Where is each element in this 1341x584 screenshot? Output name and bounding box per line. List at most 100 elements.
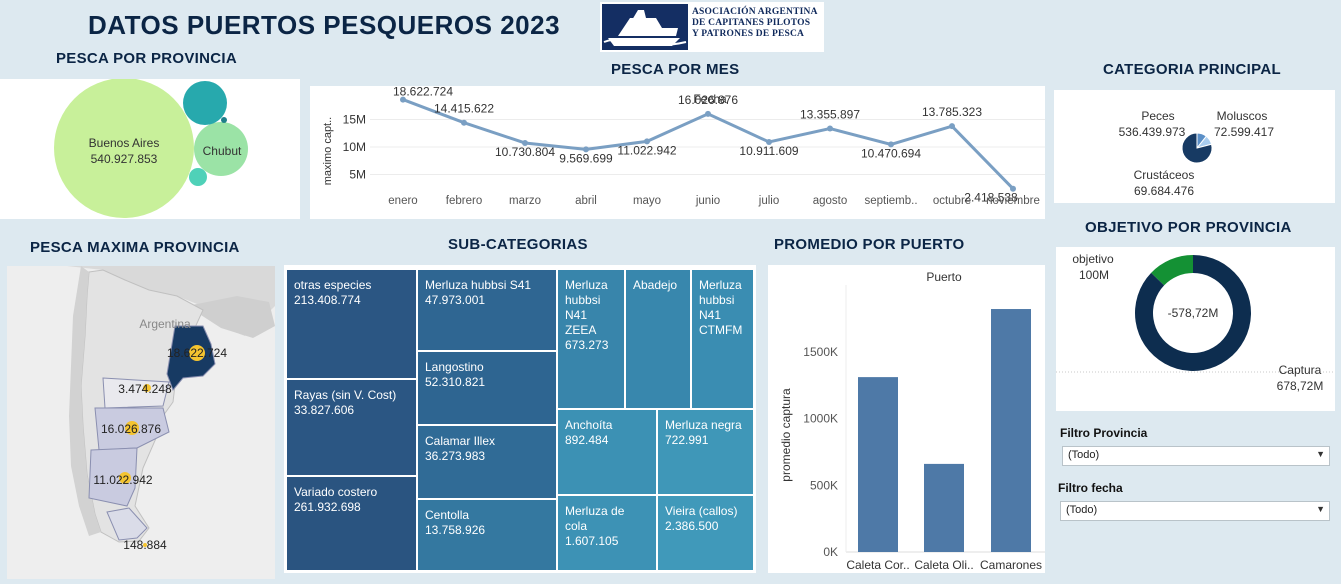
treemap-cell-value: 47.973.001 [425,293,486,307]
treemap-cell[interactable]: Merluza hubbsi N41 CTMFM [691,269,754,409]
line-point[interactable] [949,123,955,130]
line-data-label: 13.785.323 [922,105,982,119]
treemap-cell-value: 2.386.500 [665,519,719,533]
treemap-cell[interactable]: Merluza negra 722.991 [657,409,754,495]
map-province-santa-cruz[interactable] [88,447,138,507]
bar[interactable] [858,377,898,552]
bubble-chubut[interactable] [194,122,248,176]
bar-y-tick: 1000K [803,412,838,426]
map-label-2: 3.474.248 [118,382,172,396]
treemap-cell-name: Merluza hubbsi N41 ZEEA [565,278,608,337]
treemap-cell-name: Merluza hubbsi N41 CTMFM [699,278,743,337]
bubble-buenos-aires[interactable] [54,78,194,218]
chevron-down-icon: ▼ [1316,504,1325,514]
subcat-treemap: otras especies 213.408.774 Rayas (sin V. C… [284,265,756,573]
line-point[interactable] [827,125,833,132]
line-data-label: 14.415.622 [434,102,494,116]
treemap-cell[interactable]: Centolla 13.758.926 [417,499,557,571]
treemap-cell[interactable]: Merluza hubbsi S41 47.973.001 [417,269,557,351]
donut-slice-captura[interactable] [1135,255,1251,371]
line-point[interactable] [705,110,711,117]
chevron-down-icon: ▼ [1316,449,1325,459]
captura-value: 678,72M [1277,379,1324,393]
logo-text: ASOCIACIÓN ARGENTINA DE CAPITANES PILOTO… [692,7,818,40]
bar-chart-header: Puerto [926,270,962,284]
bar-y-tick: 500K [810,478,838,492]
treemap-cell-value: 673.273 [565,338,609,352]
objetivo-value: 100M [1079,268,1109,282]
treemap-cell[interactable]: Langostino 52.310.821 [417,351,557,425]
map-province-la-pampa-rionegro[interactable] [102,377,170,409]
map-marker-2[interactable] [143,384,151,392]
pie-slice[interactable] [1181,132,1213,164]
filtro-fecha-select[interactable]: (Todo) ▼ [1060,501,1330,521]
treemap-cell[interactable]: Calamar Illex 36.273.983 [417,425,557,499]
line-y-axis-label: maximo capt.. [322,117,334,185]
association-logo: ASOCIACIÓN ARGENTINA DE CAPITANES PILOTO… [600,2,824,52]
line-point[interactable] [400,96,406,103]
objetivo-title: OBJETIVO POR PROVINCIA [1085,219,1292,236]
filtro-fecha-label: Filtro fecha [1058,481,1123,495]
map-marker-3[interactable] [125,421,139,435]
bar[interactable] [991,309,1031,552]
treemap-cell-name: Merluza hubbsi S41 [425,278,532,292]
treemap-cell[interactable]: Vieira (callos) 2.386.500 [657,495,754,571]
bubble-svg: Buenos Aires 540.927.853 Chubut [54,78,248,218]
treemap-cell-value: 13.758.926 [425,523,486,537]
donut-slice-objetivo[interactable] [1151,255,1193,286]
treemap-cell[interactable]: Rayas (sin V. Cost) 33.827.606 [286,379,417,476]
line-point[interactable] [644,138,650,145]
treemap-cell-name: Anchoíta [565,418,613,432]
map-marker-1[interactable] [189,345,205,361]
bar-y-tick: 0K [823,545,838,559]
objetivo-donut-svg: -578,72M objetivo 100M Captura 678,72M [1056,252,1335,393]
line-point[interactable] [461,119,467,126]
captura-label: Captura [1279,363,1322,377]
logo-line-3: Y PATRONES DE PESCA [692,29,805,39]
puerto-title: PROMEDIO POR PUERTO [774,236,965,253]
line-data-label: 10.730.804 [495,145,555,159]
treemap-cell[interactable]: Anchoíta 892.484 [557,409,657,495]
line-data-label: 11.022.942 [617,143,676,157]
treemap-cell-name: Langostino [425,360,484,374]
filtro-provincia-select[interactable]: (Todo) ▼ [1062,446,1330,466]
bar[interactable] [924,463,964,552]
map-province-tierra-del-fuego[interactable] [106,507,148,541]
line-chart-svg: Fecha maximo capt.. 15M 10M 5M 18.622.724 en… [322,85,1045,207]
line-x-tick: junio [695,195,720,207]
line-x-tick: septiemb.. [864,195,917,207]
map-label-4: 11.022.942 [93,473,152,487]
line-point[interactable] [583,146,589,153]
treemap-cell[interactable]: Abadejo [625,269,691,409]
line-point[interactable] [522,139,528,146]
objetivo-label: objetivo [1072,252,1114,266]
cat-label-crustaceos: Crustáceos [1134,168,1195,182]
line-x-tick: marzo [509,195,541,207]
line-x-tick: octubre [933,195,971,207]
treemap-cell[interactable]: Merluza de cola 1.607.105 [557,495,657,571]
map-label-3: 16.026.876 [101,422,161,436]
line-x-tick: mayo [633,195,661,207]
treemap-cell[interactable]: otras especies 213.408.774 [286,269,417,379]
map-marker-5[interactable] [143,543,147,547]
treemap-cell[interactable]: Variado costero 261.932.698 [286,476,417,571]
line-data-label: 13.355.897 [800,108,860,122]
bubble-province-4[interactable] [189,168,207,186]
bar-x-tick: Caleta Oli.. [914,558,973,572]
line-x-tick: abril [575,195,597,207]
map-marker-4[interactable] [119,472,131,484]
treemap-cell-value: 52.310.821 [425,375,486,389]
line-point[interactable] [766,138,772,145]
line-point[interactable] [1010,185,1016,192]
bubble-province-5[interactable] [221,117,227,123]
bubble-province-3[interactable] [183,81,227,125]
treemap-cell-name: otras especies [294,278,372,292]
line-point[interactable] [888,141,894,148]
bar-chart-svg: Puerto promedio captura 1500K 1000K 500K 0K… [779,270,1045,572]
logo-line-2: DE CAPITANES PILOTOS [692,18,811,28]
treemap-cell[interactable]: Merluza hubbsi N41 ZEEA 673.273 [557,269,625,409]
treemap-cell-name: Merluza negra [665,418,742,432]
cat-label-moluscos: Moluscos [1217,109,1268,123]
filtro-provincia-label: Filtro Provincia [1060,426,1148,440]
line-x-tick: julio [758,195,779,207]
